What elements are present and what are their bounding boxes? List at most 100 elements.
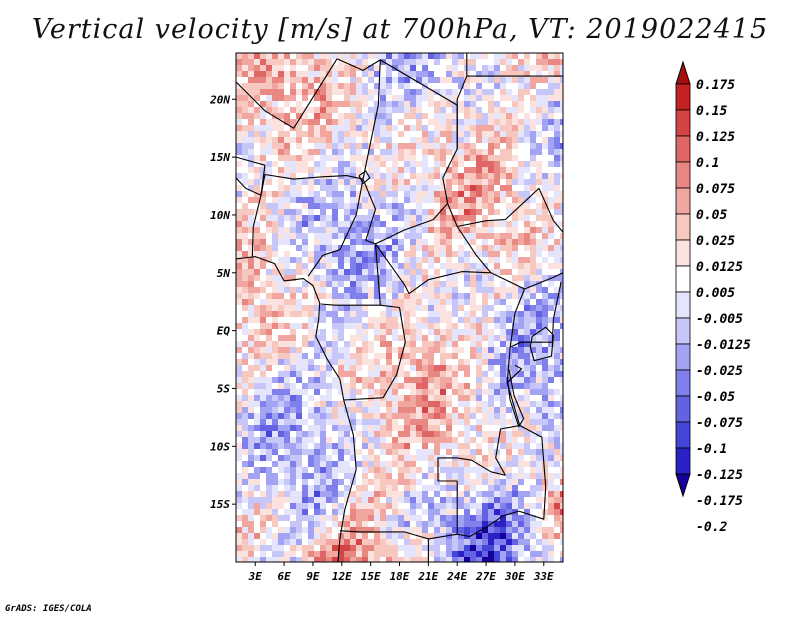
field-cell — [332, 299, 338, 305]
field-cell — [314, 239, 320, 245]
field-cell — [338, 293, 344, 299]
field-cell — [266, 233, 272, 239]
field-cell — [374, 179, 380, 185]
lat-tick-label: 10N — [210, 209, 230, 222]
field-cell — [524, 515, 530, 521]
field-cell — [458, 449, 464, 455]
field-cell — [458, 53, 464, 59]
field-cell — [488, 437, 494, 443]
field-cell — [272, 245, 278, 251]
field-cell — [440, 257, 446, 263]
field-cell — [560, 173, 563, 179]
field-cell — [326, 437, 332, 443]
field-cell — [284, 527, 290, 533]
field-cell — [548, 437, 554, 443]
field-cell — [332, 329, 338, 335]
field-cell — [548, 527, 554, 533]
field-cell — [428, 335, 434, 341]
field-cell — [248, 209, 254, 215]
field-cell — [518, 137, 524, 143]
field-cell — [236, 83, 242, 89]
field-cell — [548, 473, 554, 479]
field-cell — [308, 221, 314, 227]
field-cell — [236, 335, 242, 341]
field-cell — [500, 185, 506, 191]
field-cell — [320, 95, 326, 101]
field-cell — [440, 299, 446, 305]
field-cell — [536, 413, 542, 419]
field-cell — [524, 101, 530, 107]
lat-tick-label: 5N — [217, 267, 231, 280]
field-cell — [320, 341, 326, 347]
field-cell — [338, 557, 344, 562]
field-cell — [446, 239, 452, 245]
field-cell — [560, 299, 563, 305]
field-cell — [266, 461, 272, 467]
field-cell — [236, 101, 242, 107]
field-cell — [248, 521, 254, 527]
field-cell — [440, 407, 446, 413]
field-cell — [248, 281, 254, 287]
field-cell — [494, 71, 500, 77]
field-cell — [296, 221, 302, 227]
field-cell — [248, 287, 254, 293]
field-cell — [404, 59, 410, 65]
field-cell — [530, 401, 536, 407]
field-cell — [428, 497, 434, 503]
field-cell — [314, 515, 320, 521]
field-cell — [362, 473, 368, 479]
field-cell — [284, 137, 290, 143]
field-cell — [296, 53, 302, 59]
field-cell — [362, 125, 368, 131]
field-cell — [404, 317, 410, 323]
field-cell — [518, 317, 524, 323]
field-cell — [236, 527, 242, 533]
field-cell — [452, 119, 458, 125]
field-cell — [536, 293, 542, 299]
field-cell — [392, 317, 398, 323]
field-cell — [554, 287, 560, 293]
field-cell — [440, 131, 446, 137]
field-cell — [380, 419, 386, 425]
field-cell — [392, 131, 398, 137]
field-cell — [386, 179, 392, 185]
field-cell — [272, 485, 278, 491]
lat-tick-label: 15N — [210, 151, 230, 164]
field-cell — [560, 383, 563, 389]
field-cell — [410, 323, 416, 329]
field-cell — [434, 101, 440, 107]
field-cell — [368, 485, 374, 491]
field-cell — [530, 203, 536, 209]
field-cell — [356, 233, 362, 239]
field-cell — [284, 203, 290, 209]
field-cell — [464, 341, 470, 347]
field-cell — [470, 521, 476, 527]
border-line — [236, 256, 357, 562]
field-cell — [536, 245, 542, 251]
field-cell — [512, 365, 518, 371]
field-cell — [536, 83, 542, 89]
field-cell — [524, 293, 530, 299]
field-cell — [494, 215, 500, 221]
field-cell — [266, 341, 272, 347]
field-cell — [314, 521, 320, 527]
field-cell — [326, 341, 332, 347]
field-cell — [458, 341, 464, 347]
field-cell — [494, 437, 500, 443]
field-cell — [458, 431, 464, 437]
field-cell — [482, 227, 488, 233]
field-cell — [500, 269, 506, 275]
field-cell — [338, 251, 344, 257]
field-cell — [266, 539, 272, 545]
field-cell — [548, 347, 554, 353]
field-cell — [530, 413, 536, 419]
field-cell — [482, 359, 488, 365]
field-cell — [284, 71, 290, 77]
field-cell — [464, 167, 470, 173]
field-cell — [410, 383, 416, 389]
field-cell — [404, 203, 410, 209]
field-cell — [422, 119, 428, 125]
field-cell — [506, 293, 512, 299]
field-cell — [380, 65, 386, 71]
field-cell — [476, 347, 482, 353]
